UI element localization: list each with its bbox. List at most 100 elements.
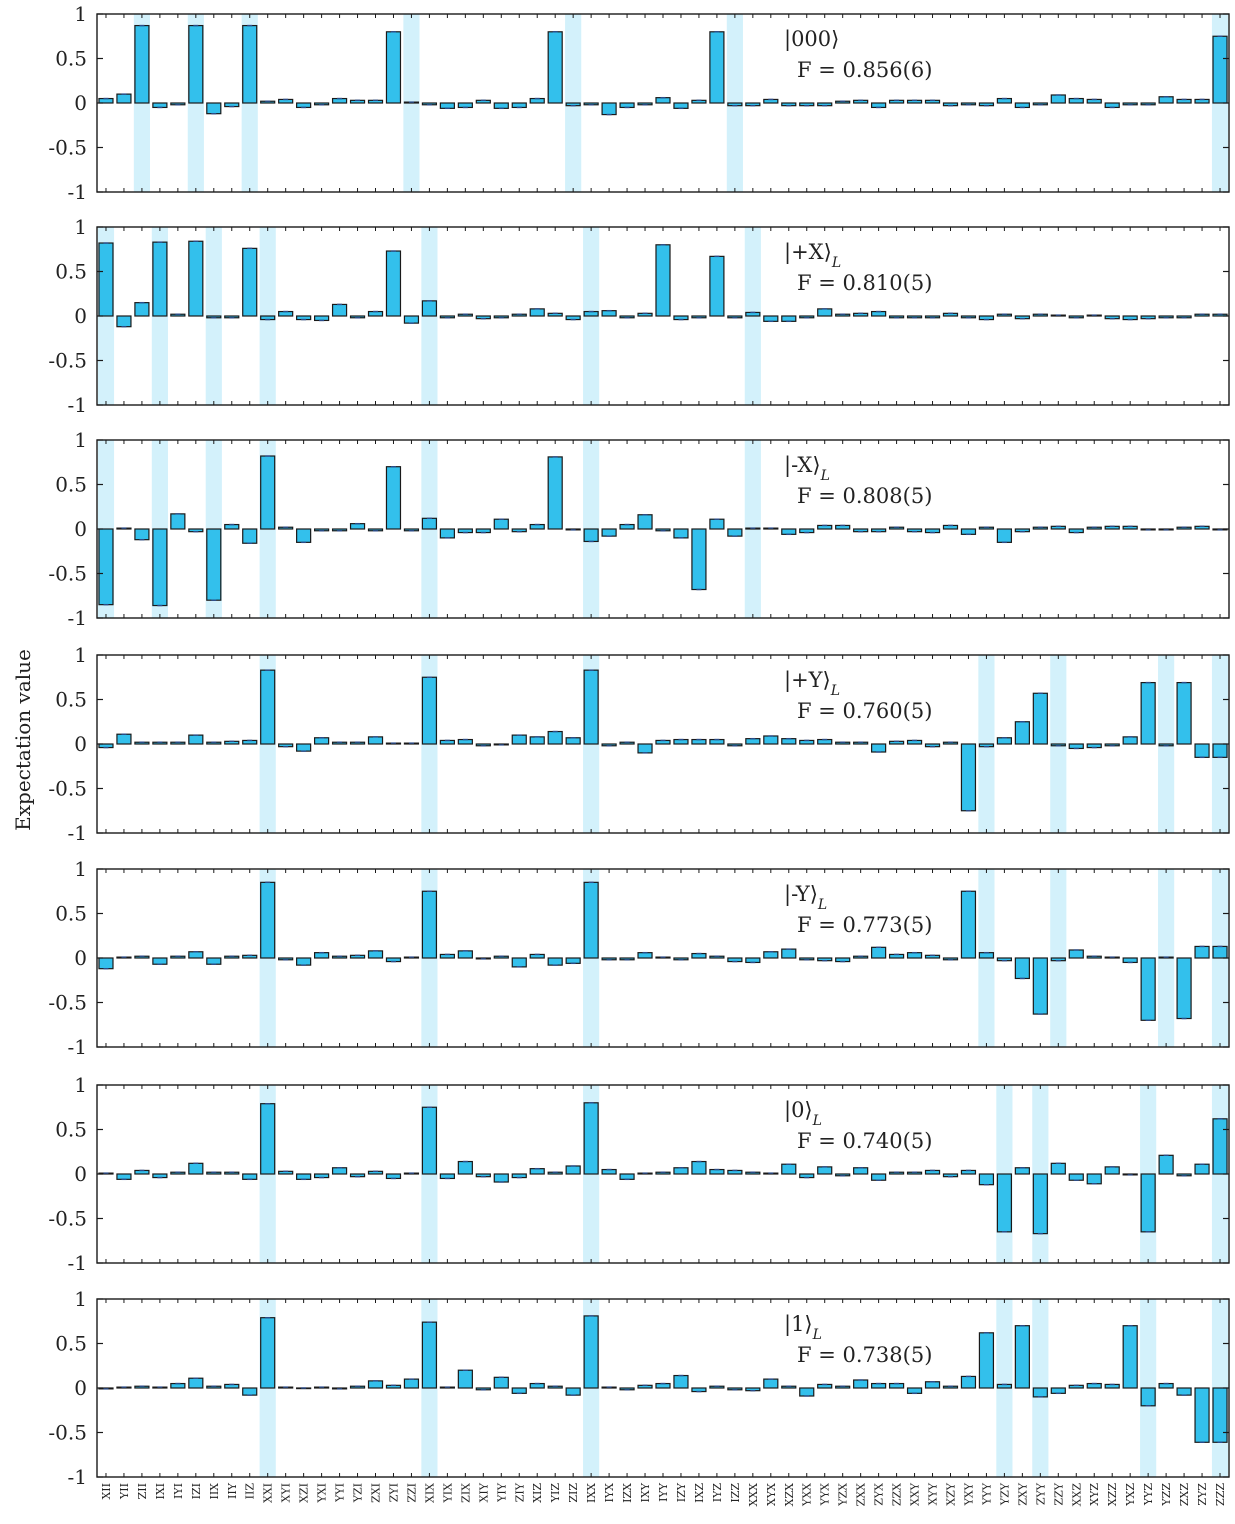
x-tick-label: YYZ bbox=[1142, 1483, 1155, 1507]
bar bbox=[134, 528, 150, 541]
x-tick-label: ZXY bbox=[1016, 1482, 1029, 1505]
bar bbox=[781, 1163, 797, 1175]
bar bbox=[1068, 1173, 1084, 1181]
x-tick-label: XYZ bbox=[1088, 1483, 1101, 1506]
x-tick-label: IYZ bbox=[711, 1483, 724, 1503]
y-tick-label: 0.5 bbox=[55, 902, 87, 926]
bar bbox=[188, 240, 204, 317]
bar bbox=[421, 890, 438, 959]
bar bbox=[1212, 1118, 1228, 1175]
bar bbox=[1194, 1387, 1210, 1443]
bar bbox=[1176, 681, 1192, 745]
fidelity-label: F = 0.808(5) bbox=[797, 484, 932, 508]
x-tick-label: YIY bbox=[495, 1482, 508, 1503]
bar bbox=[296, 743, 312, 752]
bar bbox=[206, 528, 222, 601]
bar bbox=[691, 1160, 707, 1175]
bar bbox=[421, 676, 438, 745]
y-tick-label: 0.5 bbox=[55, 47, 87, 71]
x-tick-label: YXZ bbox=[1124, 1483, 1137, 1507]
bar bbox=[188, 1377, 204, 1389]
bar bbox=[709, 518, 725, 530]
y-tick-label: 0.5 bbox=[55, 473, 87, 497]
y-tick-label: -1 bbox=[68, 393, 87, 417]
bar bbox=[260, 1317, 276, 1389]
y-tick-label: -0.5 bbox=[48, 136, 87, 160]
bar bbox=[583, 1315, 599, 1389]
x-tick-label: IYI bbox=[172, 1483, 185, 1499]
bar bbox=[547, 730, 563, 745]
x-tick-label: YXX bbox=[801, 1483, 814, 1507]
bar bbox=[260, 669, 276, 745]
bar bbox=[547, 957, 563, 966]
bar bbox=[960, 1375, 977, 1389]
y-tick-label: -0.5 bbox=[48, 1207, 87, 1231]
fidelity-label: F = 0.760(5) bbox=[797, 699, 932, 723]
bar bbox=[1212, 1387, 1228, 1443]
bar bbox=[583, 881, 599, 959]
bar bbox=[1212, 945, 1228, 959]
bar bbox=[511, 734, 527, 745]
bar bbox=[1212, 743, 1228, 758]
x-tick-label: XXY bbox=[909, 1482, 922, 1506]
bar bbox=[619, 1173, 635, 1180]
bar bbox=[1140, 1387, 1156, 1407]
x-tick-label: YII bbox=[118, 1483, 131, 1500]
x-tick-label: IIZ bbox=[244, 1483, 257, 1500]
x-tick-label: YZZ bbox=[1160, 1483, 1173, 1507]
bar bbox=[637, 743, 653, 754]
panel-6: 1 0.5 0 -0.5 -1 |0⟩LF = 0.740(5) bbox=[48, 1073, 1230, 1275]
x-tick-label: IYY bbox=[657, 1482, 670, 1502]
state-ket: |+X⟩ bbox=[784, 240, 832, 265]
y-tick-label: 1 bbox=[74, 428, 87, 452]
bar bbox=[673, 1374, 689, 1389]
state-label: |-X⟩L bbox=[784, 453, 830, 484]
panel-5: 1 0.5 0 -0.5 -1 |-Y⟩LF = 0.773(5) bbox=[48, 857, 1230, 1059]
y-tick-label: -1 bbox=[68, 606, 87, 630]
bar bbox=[1194, 743, 1210, 758]
bar bbox=[1140, 957, 1156, 1021]
x-tick-label: IXX bbox=[585, 1483, 598, 1503]
x-tick-label: ZIY bbox=[513, 1482, 526, 1502]
bar bbox=[152, 241, 168, 317]
state-subscript: L bbox=[817, 897, 827, 913]
bar bbox=[1050, 1387, 1066, 1394]
bar bbox=[349, 523, 366, 530]
bar bbox=[188, 734, 204, 745]
x-tick-label: XIZ bbox=[531, 1483, 544, 1503]
x-tick-label: XYI bbox=[280, 1483, 293, 1502]
bar bbox=[871, 743, 887, 753]
bar bbox=[188, 1162, 204, 1175]
y-tick-label: 0.5 bbox=[55, 1332, 87, 1356]
y-tick-label: -0.5 bbox=[48, 349, 87, 373]
bar bbox=[457, 1160, 473, 1175]
bar bbox=[116, 93, 132, 104]
bar bbox=[493, 518, 509, 530]
x-tick-label: IZI bbox=[190, 1483, 203, 1499]
bar bbox=[1086, 1173, 1102, 1185]
bar bbox=[98, 242, 114, 317]
bar bbox=[583, 1102, 599, 1175]
x-tick-label: ZIX bbox=[459, 1483, 472, 1503]
bar bbox=[906, 1387, 923, 1394]
x-tick-label: ZZX bbox=[891, 1483, 904, 1506]
x-tick-label: YZI bbox=[352, 1483, 365, 1503]
bar bbox=[242, 247, 258, 317]
state-ket: |+Y⟩ bbox=[784, 668, 831, 693]
y-tick-label: 0 bbox=[74, 304, 87, 328]
bar bbox=[978, 1332, 995, 1389]
bar bbox=[385, 31, 402, 104]
bar bbox=[1014, 1167, 1030, 1175]
x-tick-label: XIX bbox=[423, 1483, 436, 1503]
bar bbox=[385, 466, 402, 530]
x-tick-label: XIY bbox=[477, 1482, 490, 1502]
bar bbox=[655, 97, 671, 104]
bar bbox=[1158, 96, 1174, 104]
state-ket: |1⟩ bbox=[784, 1312, 813, 1337]
y-tick-label: 0.5 bbox=[55, 688, 87, 712]
bar bbox=[871, 1173, 887, 1181]
bar bbox=[1176, 957, 1192, 1020]
x-tick-label: XZI bbox=[298, 1483, 311, 1503]
x-tick-label: XYY bbox=[927, 1482, 940, 1505]
